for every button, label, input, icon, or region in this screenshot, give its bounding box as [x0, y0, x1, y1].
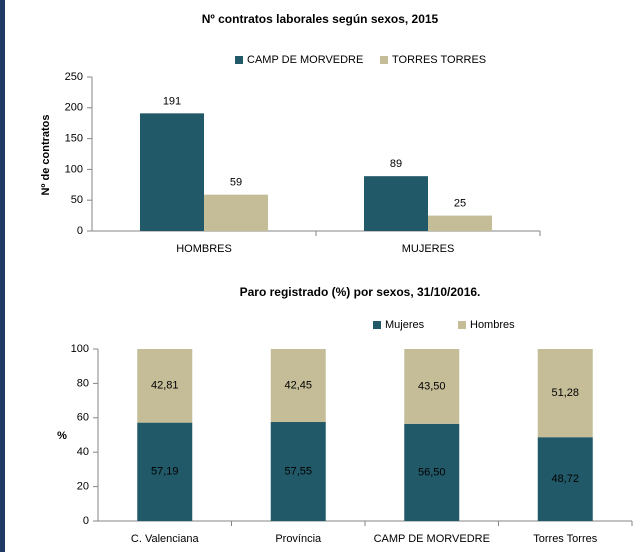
y-tick-label: 200	[65, 102, 83, 114]
y-axis-label: %	[57, 430, 67, 442]
data-label: 42,45	[284, 379, 312, 391]
legend-label: TORRES TORRES	[392, 54, 486, 66]
legend-swatch	[458, 321, 466, 329]
y-tick-label: 40	[77, 446, 89, 458]
legend-swatch	[235, 56, 243, 64]
data-label: 25	[454, 198, 466, 210]
data-label: 56,50	[418, 466, 446, 478]
y-tick-label: 50	[71, 194, 83, 206]
bar-segment	[137, 422, 193, 521]
chart-title: Nº contratos laborales según sexos, 2015	[202, 12, 439, 26]
data-label: 89	[390, 158, 402, 170]
legend-label: Hombres	[470, 319, 515, 331]
bar-segment	[270, 422, 326, 521]
chart-title: Paro registrado (%) por sexos, 31/10/201…	[240, 285, 481, 299]
data-label: 191	[163, 95, 181, 107]
data-label: 51,28	[551, 387, 579, 399]
data-label: 43,50	[418, 380, 446, 392]
x-tick-label: Torres Torres	[533, 533, 597, 545]
x-tick-label: HOMBRES	[176, 243, 232, 255]
legend-swatch	[373, 321, 381, 329]
data-label: 57,55	[284, 465, 312, 477]
legend-swatch	[380, 56, 388, 64]
x-tick-label: MUJERES	[402, 243, 455, 255]
x-tick-label: Província	[275, 533, 322, 545]
x-tick-label: C. Valenciana	[131, 533, 200, 545]
y-tick-label: 100	[71, 343, 89, 355]
y-tick-label: 0	[77, 225, 83, 237]
y-axis-label: Nº de contratos	[40, 114, 52, 195]
bar	[140, 113, 204, 231]
y-tick-label: 150	[65, 133, 83, 145]
data-label: 57,19	[151, 466, 179, 478]
y-tick-label: 100	[65, 163, 83, 175]
bar-segment	[537, 437, 593, 521]
legend-label: CAMP DE MORVEDRE	[247, 54, 363, 66]
data-label: 42,81	[151, 380, 179, 392]
y-tick-label: 80	[77, 377, 89, 389]
bar-segment	[137, 349, 193, 423]
y-tick-label: 20	[77, 481, 89, 493]
bar-segment	[270, 349, 326, 423]
y-tick-label: 60	[77, 412, 89, 424]
bar-segment	[537, 349, 593, 438]
bar-segment	[404, 423, 460, 521]
bar-segment	[404, 349, 460, 424]
y-tick-label: 250	[65, 71, 83, 83]
bar	[364, 176, 428, 231]
x-tick-label: CAMP DE MORVEDRE	[374, 533, 490, 545]
data-label: 59	[230, 177, 242, 189]
bar	[204, 194, 268, 231]
bar	[428, 215, 492, 231]
legend-label: Mujeres	[385, 319, 425, 331]
y-tick-label: 0	[83, 515, 89, 527]
left-border	[0, 0, 5, 552]
data-label: 48,72	[551, 473, 579, 485]
